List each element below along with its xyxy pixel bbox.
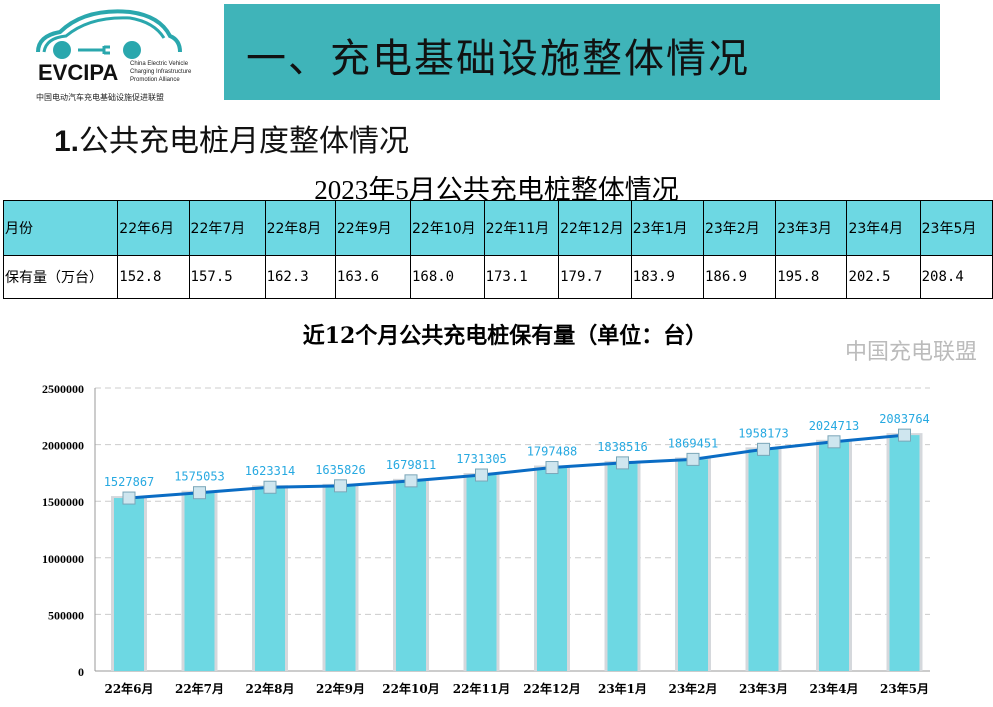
data-table: 月份 22年6月 22年7月 22年8月 22年9月 22年10月 22年11月 22年12月… [2,200,993,299]
x-tick-label: 23年1月 [598,681,647,696]
row-header: 月份 [2,200,119,256]
line-marker [475,468,488,482]
x-tick-label: 22年7月 [175,681,224,696]
data-label: 1731305 [456,452,507,466]
y-tick-label: 2000000 [42,439,84,453]
line-marker [616,456,629,470]
value-cell: 162.3 [264,255,336,299]
data-label: 1797488 [527,445,578,459]
trend-line [128,433,905,500]
value-cell: 173.1 [483,255,560,299]
logo-wordmark: EVCIPA [38,60,119,85]
bar-line-chart: 0 500000 1000000 1500000 2000000 2500000 15278… [42,382,930,696]
value-cell: 202.5 [846,255,921,299]
x-tick-label: 22年6月 [104,681,153,696]
bar [255,487,285,671]
month-cell: 22年6月 [117,200,190,256]
x-tick-label: 23年4月 [809,681,858,696]
line-marker [334,479,347,493]
evcipa-logo: EVCIPA China Electric Vehicle Charging I… [30,6,210,102]
table-header-row: 月份 22年6月 22年7月 22年8月 22年9月 22年10月 22年11月 22年12月… [2,200,993,256]
value-cell: 195.8 [775,255,848,299]
line-marker [263,480,277,494]
line-marker [757,442,770,456]
month-cell: 22年8月 [264,200,336,256]
month-cell: 23年4月 [846,200,921,256]
line-marker [122,491,136,505]
month-cell: 23年3月 [775,200,848,256]
y-tick-label: 1000000 [42,552,84,566]
data-label: 2024713 [809,419,860,433]
y-tick-label: 500000 [48,608,84,622]
watermark: 中国充电联盟 [845,340,978,365]
data-label: 1679811 [386,458,437,472]
logo-cn-name: 中国电动汽车充电基础设施促进联盟 [36,93,164,102]
bar [184,492,215,671]
month-cell: 22年11月 [483,200,560,256]
bar [819,441,849,671]
section-number: 1. [54,125,80,158]
y-tick-label: 1500000 [42,495,84,509]
logo-subtitle: China Electric Vehicle Charging Infrastr… [130,61,192,83]
value-cell: 208.4 [919,255,993,299]
y-tick-label: 2500000 [42,382,84,396]
row-header: 保有量（万台） [2,255,119,299]
data-label: 1958173 [738,426,789,440]
title-banner: 一、充电基础设施整体情况 [224,4,940,100]
chart-title: 近12个月公共充电桩保有量（单位：台） [302,323,708,349]
bar [748,449,779,671]
value-cell: 163.6 [334,255,411,299]
value-cell: 152.8 [117,255,190,299]
section-title-text: 公共充电桩月度整体情况 [79,124,410,159]
month-cell: 22年10月 [409,200,485,256]
value-cell: 157.5 [188,255,266,299]
line-marker [404,474,418,488]
x-tick-label: 22年11月 [453,681,510,696]
data-label: 1623314 [245,464,296,478]
month-cell: 23年2月 [702,200,777,256]
bar [678,459,708,671]
month-cell: 22年12月 [558,200,632,256]
line-marker [898,428,911,442]
bar [114,498,144,671]
x-tick-label: 22年12月 [523,681,580,696]
page-title: 一、充电基础设施整体情况 [246,36,750,82]
table-row: 保有量（万台） 152.8 157.5 162.3 163.6 168.0 173.1 179… [2,255,993,299]
bar [466,475,497,671]
data-label: 1838516 [597,440,648,454]
month-cell: 22年9月 [334,200,411,256]
data-label: 1575053 [174,470,225,484]
value-cell: 186.9 [702,255,777,299]
value-cell: 179.7 [558,255,632,299]
data-label: 1869451 [668,436,719,450]
bar [889,435,920,671]
data-label: 1527867 [104,475,155,489]
data-label: 1635826 [315,463,366,477]
month-cell: 23年5月 [919,200,993,256]
section-title: 1.公共充电桩月度整体情况 [54,116,409,160]
month-cell: 23年1月 [630,200,704,256]
line-marker [193,486,206,500]
bar [537,467,567,671]
bar [607,462,638,671]
x-tick-label: 22年9月 [316,681,365,696]
x-tick-label: 23年2月 [668,681,717,696]
line-marker [686,452,700,466]
x-tick-label: 22年10月 [382,681,439,696]
bar [396,480,426,671]
x-tick-label: 22年8月 [245,681,294,696]
line-marker [827,435,841,449]
y-tick-label: 0 [78,665,84,679]
value-cell: 183.9 [630,255,704,299]
value-cell: 168.0 [409,255,485,299]
data-label: 2083764 [879,412,930,426]
x-tick-label: 23年5月 [880,681,929,696]
bar [325,485,356,671]
x-tick-label: 23年3月 [739,681,788,696]
car-plug-icon [36,9,182,59]
month-cell: 22年7月 [188,200,266,256]
line-marker [545,461,559,475]
